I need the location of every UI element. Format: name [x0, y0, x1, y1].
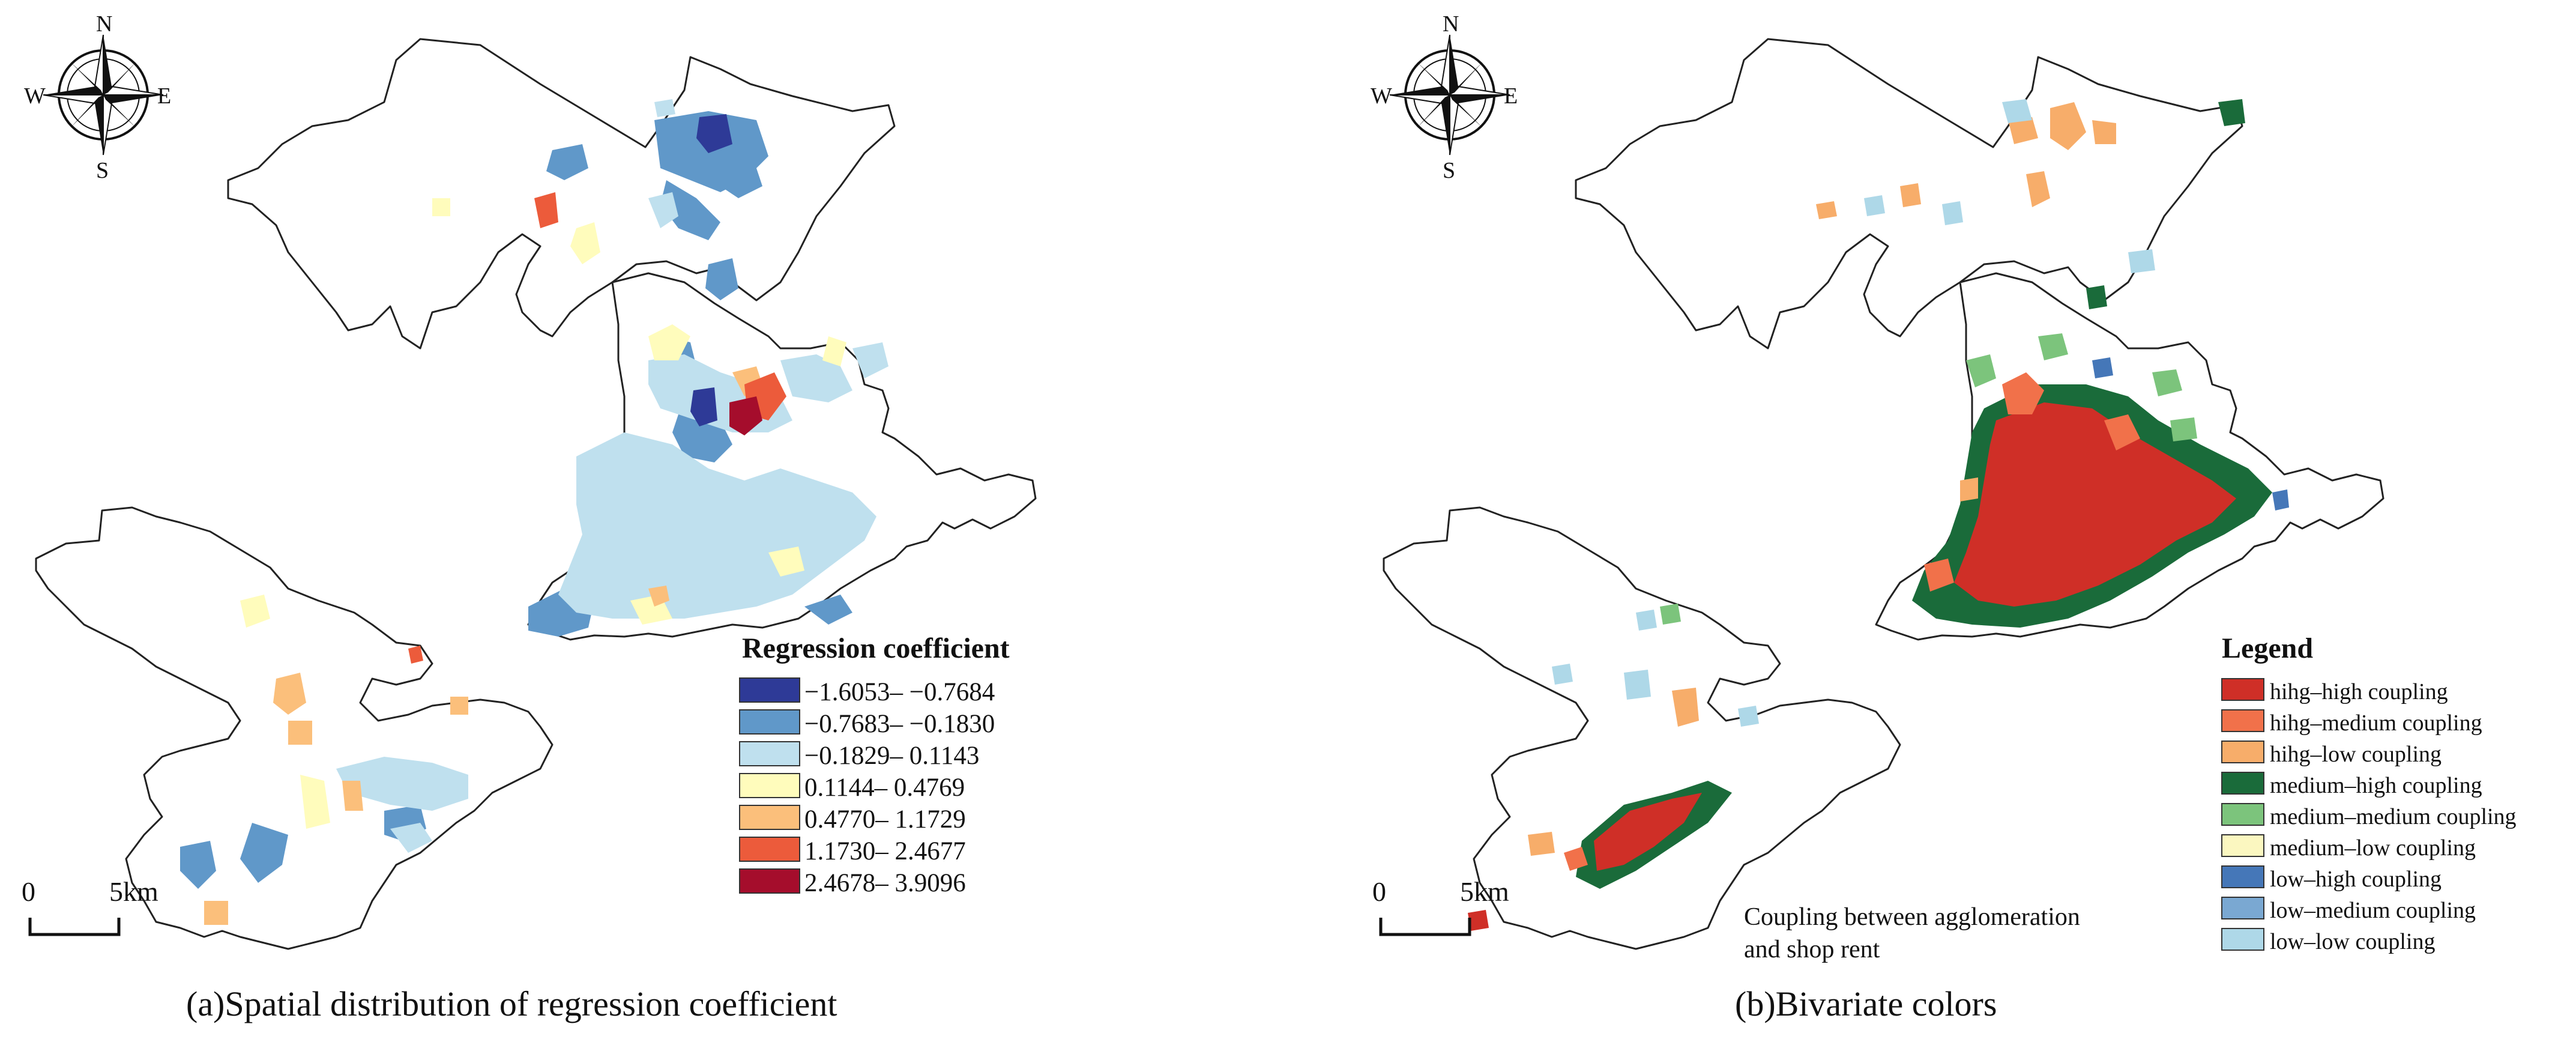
legend-item: low–medium coupling [2270, 898, 2476, 923]
compass-east-label: E [157, 83, 172, 109]
compass-west-label: W [24, 83, 46, 109]
southwest-district-outline [35, 506, 554, 950]
cluster-low-positive [240, 198, 846, 829]
cluster-high-medium [1564, 372, 2140, 871]
legend-title: Legend [2222, 632, 2314, 664]
cluster-medium-medium [1660, 333, 2197, 625]
compass-north-label: N [96, 11, 113, 37]
panel-bivariate-colors: N S E W 0 5km Coupling between agglomera… [1288, 0, 2576, 1042]
cluster-high-high [1468, 402, 2236, 931]
cluster-most-negative [690, 114, 732, 426]
compass-north-label: N [1443, 11, 1459, 37]
regression-hex-clusters [180, 99, 888, 925]
legend-swatches-a [739, 677, 800, 894]
compass-south-label: S [1443, 158, 1456, 183]
legend-labels-a: −1.6053– −0.7684 −0.7683– −0.1830 −0.182… [804, 676, 995, 899]
legend-item: medium–high coupling [2270, 773, 2482, 798]
scale-bar [28, 918, 121, 936]
legend-labels-b: hihg–high coupling hihg–medium coupling … [2270, 676, 2517, 957]
caption-b: (b)Bivariate colors [1735, 984, 1997, 1023]
legend-item: 0.1144– 0.4769 [804, 774, 965, 802]
bivariate-hex-clusters [1468, 99, 2289, 931]
compass-rose [43, 34, 164, 156]
legend-item: low–high coupling [2270, 867, 2442, 892]
legend-item: medium–medium coupling [2270, 804, 2517, 829]
scale-end-label: 5km [1460, 876, 1509, 907]
cluster-low-low [1552, 99, 2155, 727]
compass-east-label: E [1504, 83, 1518, 109]
legend-regression: Regression coefficient [742, 632, 1010, 665]
legend-item: 0.4770– 1.1729 [804, 805, 966, 834]
legend-item: −0.7683– −0.1830 [804, 710, 995, 738]
legend-swatches-b [2221, 678, 2264, 951]
legend-bivariate: Legend [2222, 632, 2313, 665]
legend-item: −0.1829– 0.1143 [804, 742, 980, 770]
panel-regression-coefficient: N S E W 0 5km Regression coefficient −1.… [22, 11, 1037, 1023]
compass-rose [1389, 34, 1510, 156]
legend-item: low–low coupling [2270, 929, 2436, 954]
district-boundaries [1383, 38, 2384, 950]
cluster-high-low [1528, 102, 2116, 856]
cluster-low-high [2092, 357, 2289, 510]
scale-start-label: 0 [22, 876, 35, 907]
map-canvas-b [1379, 34, 2384, 951]
compass-south-label: S [96, 158, 109, 183]
legend-item: 2.4678– 3.9096 [804, 869, 966, 897]
legend-item: medium–low coupling [2270, 835, 2476, 861]
legend-item: hihg–low coupling [2270, 742, 2442, 767]
map-note-line: Coupling between agglomeration [1744, 903, 2080, 931]
map-note-line: and shop rent [1744, 936, 1880, 963]
legend-item: −1.6053– −0.7684 [804, 678, 995, 706]
scale-bar [1379, 918, 1471, 936]
map-canvas-a [28, 34, 1037, 950]
cluster-highest-positive [729, 396, 762, 435]
legend-item: hihg–medium coupling [2270, 710, 2482, 736]
map-note: Coupling between agglomeration and shop … [1744, 901, 2080, 966]
scale-start-label: 0 [1372, 876, 1386, 907]
caption-a: (a)Spatial distribution of regression co… [186, 984, 837, 1023]
legend-item: 1.1730– 2.4677 [804, 837, 966, 865]
north-district-outline [227, 38, 896, 350]
compass-west-label: W [1371, 83, 1392, 109]
legend-item: hihg–high coupling [2270, 679, 2448, 704]
scale-end-label: 5km [109, 876, 158, 907]
legend-title: Regression coefficient [742, 632, 1010, 664]
